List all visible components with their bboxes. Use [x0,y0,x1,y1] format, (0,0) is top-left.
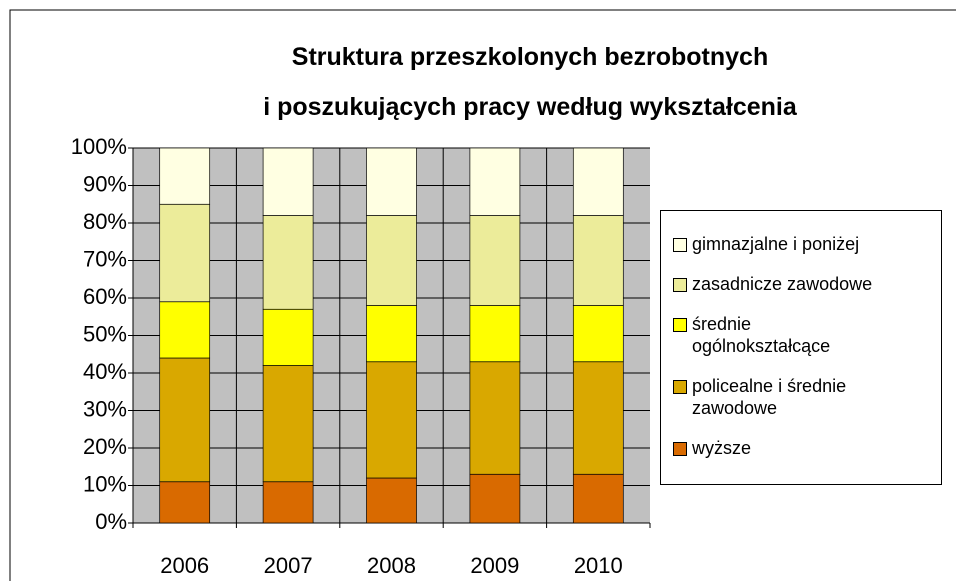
bar-segment [572,215,624,306]
bar-segment [159,301,211,359]
y-tick-label: 80% [83,209,127,234]
bar-segment [262,365,314,483]
bar-segment [366,477,417,524]
bar-segment [469,215,521,306]
legend-swatch [673,238,687,252]
bar-segment [572,147,624,216]
bar-segment [469,305,521,363]
chart-title: Struktura przeszkolonych bezrobotnych i … [263,43,797,121]
y-tick-label: 10% [83,471,127,496]
bar-segment [262,308,314,366]
y-tick-label: 20% [83,434,127,459]
bar-segment [159,203,211,303]
y-tick-label: 0% [95,509,127,534]
bar-segment [262,481,314,524]
legend-label: zasadnicze zawodowe [692,274,873,294]
frame [9,9,956,581]
y-tick-label: 90% [83,171,127,196]
bar-segment [572,473,624,524]
bar-segment [366,147,417,216]
bar-segment [366,305,417,363]
bar-segment [469,361,521,475]
bar-segment [366,215,417,306]
legend-label: średnie ogólnokształcące [692,314,831,356]
y-tick-label: 40% [83,359,127,384]
legend-label: policealne i średnie zawodowe [692,376,847,418]
bar-segment [262,147,314,216]
bar-segment [159,481,211,524]
x-tick-label: 2008 [367,553,416,578]
bar-segment [572,305,624,363]
y-tick-label: 30% [83,396,127,421]
y-tick-label: 70% [83,246,127,271]
legend-label: gimnazjalne i poniżej [692,234,860,254]
legend-item: policealne i średnie zawodowe [673,375,935,419]
x-tick-label: 2007 [264,553,313,578]
y-tick-label: 100% [71,134,127,159]
x-tick-label: 2010 [574,553,623,578]
x-tick-label: 2009 [470,553,519,578]
bar-segment [572,361,624,475]
legend-item: wyższe [673,437,935,459]
legend-item: średnie ogólnokształcące [673,313,935,357]
legend: gimnazjalne i poniżej zasadnicze zawodowe… [660,210,942,485]
y-tick-label: 60% [83,284,127,309]
bar-segment [159,147,211,205]
y-tick-label: 50% [83,321,127,346]
bar-segment [159,357,211,483]
bar-segment [469,473,521,524]
x-tick-label: 2006 [160,553,209,578]
legend-swatch [673,318,687,332]
legend-swatch [673,380,687,394]
legend-label: wyższe [692,438,752,458]
bar-segment [469,147,521,216]
legend-swatch [673,278,687,292]
bar-segment [366,361,417,479]
bar-segment [262,215,314,310]
legend-item: gimnazjalne i poniżej [673,233,935,255]
legend-swatch [673,442,687,456]
legend-item: zasadnicze zawodowe [673,273,935,295]
